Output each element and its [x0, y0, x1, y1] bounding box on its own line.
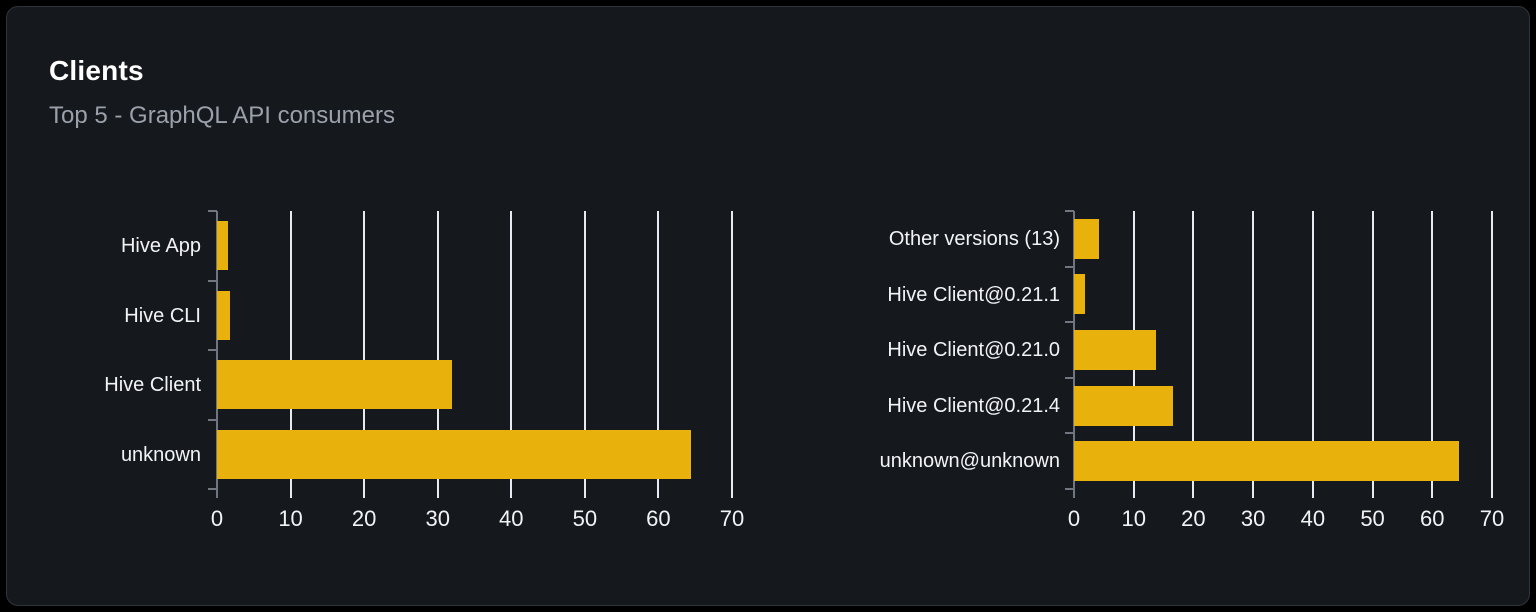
gridline: [1192, 211, 1195, 489]
y-axis-tick: [208, 280, 217, 282]
x-tick-label: 30: [425, 506, 450, 531]
x-axis-tick: [510, 489, 513, 498]
clients-by-version-bar-chart: 0 10 20 30 40 50 60 70 Other versions (13) Hive C…: [880, 210, 1504, 530]
clients-card: Clients Top 5 - GraphQL API consumers 0 1…: [6, 6, 1530, 606]
gridline: [731, 211, 733, 489]
gridline: [510, 211, 513, 489]
category-label: unknown@unknown: [879, 449, 1060, 472]
y-axis-tick: [1065, 210, 1074, 212]
bar-unknown-unknown: [1074, 441, 1459, 481]
x-axis-tick: [289, 489, 292, 498]
bar-hive-client-0-21-0: [1074, 330, 1157, 370]
x-tick-label: 0: [1067, 506, 1081, 531]
category-label: Hive Client@0.21.4: [887, 394, 1060, 417]
y-axis-tick: [1065, 321, 1074, 323]
category-label: Hive Client@0.21.1: [887, 283, 1060, 306]
x-axis-tick: [1252, 489, 1255, 498]
x-axis-tick: [1311, 489, 1314, 498]
x-axis-tick: [1192, 489, 1195, 498]
x-tick-label: 10: [1121, 506, 1146, 531]
x-tick-label: 30: [1240, 506, 1266, 531]
x-axis-tick: [731, 489, 733, 498]
x-axis-tick: [363, 489, 366, 498]
gridline: [363, 211, 366, 489]
x-axis-tick: [657, 489, 660, 498]
x-axis-tick: [216, 489, 218, 498]
bar-other-versions-13-: [1074, 219, 1100, 259]
x-axis-tick: [1371, 489, 1374, 498]
bar-hive-cli: [217, 291, 231, 340]
bar-hive-client-0-21-1: [1074, 274, 1085, 314]
category-label: Hive App: [120, 234, 201, 257]
y-axis-tick: [1065, 266, 1074, 268]
x-tick-label: 20: [351, 506, 377, 531]
y-axis-tick: [1065, 377, 1074, 379]
gridline: [1491, 211, 1493, 489]
x-axis-tick: [1132, 489, 1135, 498]
category-label: Hive Client: [104, 373, 201, 396]
plot-area: 0 10 20 30 40 50 60 70 Other versions (13) Hive C…: [880, 210, 1504, 530]
category-label: unknown: [120, 443, 201, 466]
gridline: [1431, 211, 1434, 489]
x-tick-label: 70: [719, 506, 745, 531]
x-tick-label: 60: [1420, 506, 1445, 531]
x-tick-label: 0: [210, 506, 224, 531]
page-subtitle: Top 5 - GraphQL API consumers: [49, 102, 395, 129]
y-axis-tick: [208, 210, 217, 212]
gridline: [1371, 211, 1374, 489]
clients-by-name-bar-chart: 0 10 20 30 40 50 60 70 Hive App Hive CLI Hive Clie…: [104, 210, 744, 530]
x-tick-label: 60: [646, 506, 671, 531]
x-tick-label: 50: [572, 506, 598, 531]
y-axis-line: [216, 211, 218, 489]
x-axis-tick: [436, 489, 439, 498]
bar-hive-client: [217, 360, 453, 409]
bar-hive-client-0-21-4: [1074, 386, 1174, 426]
x-axis-tick: [1491, 489, 1493, 498]
plot-area: 0 10 20 30 40 50 60 70 Hive App Hive CLI Hive Clie…: [104, 210, 744, 530]
category-label: Hive Client@0.21.0: [887, 338, 1060, 361]
bar-unknown: [217, 430, 691, 479]
x-tick-label: 40: [499, 506, 524, 531]
x-tick-label: 10: [278, 506, 303, 531]
gridline: [1252, 211, 1255, 489]
x-axis-tick: [1073, 489, 1075, 498]
y-axis-tick: [208, 349, 217, 351]
category-label: Hive CLI: [124, 304, 201, 327]
x-axis-tick: [583, 489, 586, 498]
y-axis-tick: [1065, 488, 1074, 490]
bar-hive-app: [217, 221, 229, 270]
x-tick-label: 70: [1479, 506, 1505, 531]
gridline: [289, 211, 292, 489]
page-title: Clients: [49, 55, 144, 86]
x-axis-tick: [1431, 489, 1434, 498]
gridline: [583, 211, 586, 489]
x-tick-label: 50: [1360, 506, 1385, 531]
gridline: [657, 211, 660, 489]
category-label: Other versions (13): [888, 227, 1060, 250]
y-axis-tick: [208, 419, 217, 421]
y-axis-tick: [1065, 432, 1074, 434]
x-tick-label: 40: [1300, 506, 1326, 531]
gridline: [1311, 211, 1314, 489]
gridline: [436, 211, 439, 489]
x-tick-label: 20: [1181, 506, 1206, 531]
y-axis-tick: [208, 488, 217, 490]
